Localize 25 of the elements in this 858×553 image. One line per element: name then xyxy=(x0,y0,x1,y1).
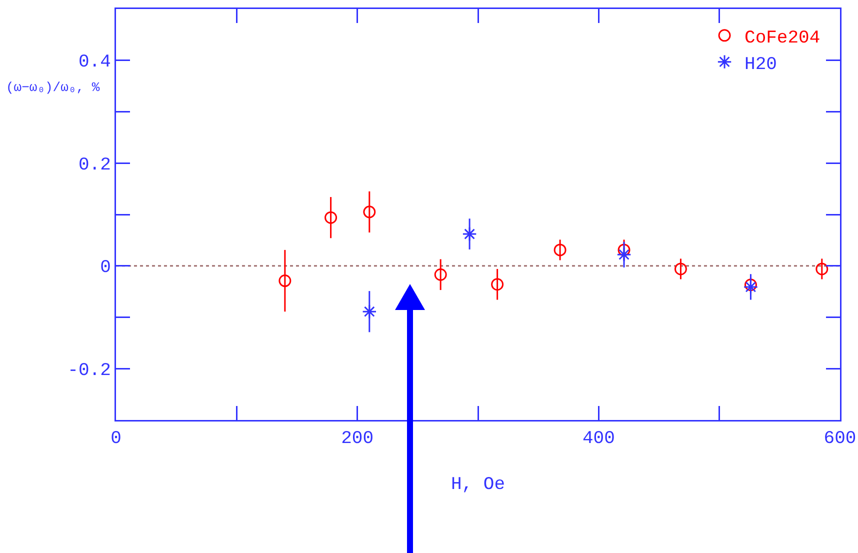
point xyxy=(554,244,566,256)
point xyxy=(434,268,447,281)
y-tick-label: 0 xyxy=(100,258,111,278)
point xyxy=(618,244,630,256)
point xyxy=(491,278,504,291)
legend-label: CoFe204 xyxy=(744,28,820,48)
point xyxy=(362,304,377,319)
x-axis-title: H, Oe xyxy=(450,474,506,495)
y-tick-label: 0.4 xyxy=(78,52,111,73)
y-axis-title: (ω−ω₀)/ω₀, % xyxy=(6,80,100,95)
point xyxy=(363,206,376,218)
point xyxy=(744,278,757,292)
point xyxy=(743,280,758,294)
y-tick-label: -0.2 xyxy=(68,360,111,381)
point xyxy=(616,247,632,262)
point xyxy=(816,262,828,276)
point xyxy=(674,262,687,276)
legend-label: H20 xyxy=(744,54,777,75)
x-tick-label: 400 xyxy=(582,429,615,450)
y-tick-label: 0.2 xyxy=(78,155,111,176)
x-tick-label: 600 xyxy=(824,429,856,450)
x-tick-label: 200 xyxy=(341,429,374,450)
point xyxy=(324,211,338,224)
point xyxy=(278,274,292,288)
point xyxy=(462,226,477,242)
